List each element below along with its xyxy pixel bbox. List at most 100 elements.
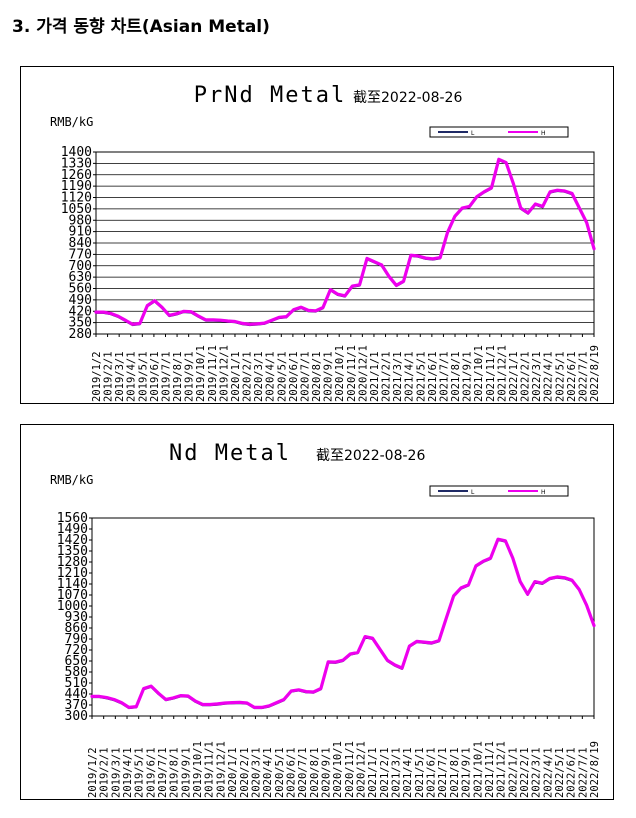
series-line-h [94,157,596,326]
y-tick-label: 790 [65,632,88,647]
x-tick-label: 2020/7/1 [299,351,311,402]
x-tick-label: 2022/1/1 [508,351,520,402]
x-tick-label: 2021/12/1 [496,741,508,798]
y-tick-label: 910 [69,225,92,240]
chart-frame [20,66,614,404]
y-tick-label: 1190 [61,179,92,194]
x-tick-label: 2019/4/1 [126,351,138,402]
x-tick-label: 2020/10/1 [334,345,346,402]
y-tick-label: 1560 [57,511,88,526]
x-tick-label: 2020/8/1 [309,747,321,798]
x-tick-label: 2022/2/1 [519,747,531,798]
x-tick-label: 2021/8/1 [449,747,461,798]
x-tick-label: 2021/2/1 [381,351,393,402]
x-tick-label: 2019/12/1 [215,741,227,798]
x-tick-label: 2022/7/1 [577,351,589,402]
legend-box [429,126,569,138]
chart-title: Nd Metal [169,441,291,466]
x-tick-label: 2020/10/1 [332,741,344,798]
x-tick-label: 2020/4/1 [262,747,274,798]
x-tick-label: 2020/7/1 [297,747,309,798]
x-tick-label: 2022/7/1 [577,747,589,798]
y-tick-label: 840 [69,236,92,251]
x-tick-label: 2021/4/1 [402,747,414,798]
x-tick-label: 2021/10/1 [472,741,484,798]
y-tick-label: 630 [69,270,92,285]
y-tick-label: 440 [65,687,88,702]
x-tick-label: 2022/4/1 [542,747,554,798]
x-tick-label: 2022/1/1 [507,747,519,798]
x-tick-label: 2021/7/1 [438,351,450,402]
y-tick-label: 350 [69,316,92,331]
y-tick-label: 490 [69,293,92,308]
y-tick-label: 1400 [61,145,92,160]
x-tick-label: 2021/10/1 [473,345,485,402]
x-tick-label: 2021/12/1 [496,345,508,402]
x-tick-label: 2022/2/1 [520,351,532,402]
x-tick-label: 2022/6/1 [566,747,578,798]
y-tick-label: 1350 [57,544,88,559]
x-tick-label: 2020/5/1 [276,351,288,402]
x-tick-label: 2020/6/1 [285,747,297,798]
x-tick-label: 2019/9/1 [184,351,196,402]
x-tick-label: 2021/9/1 [462,351,474,402]
y-tick-label: 1420 [57,533,88,548]
x-tick-label: 2020/11/1 [344,741,356,798]
x-tick-label: 2019/10/1 [192,741,204,798]
x-tick-label: 2019/6/1 [149,351,161,402]
x-tick-label: 2021/1/1 [367,747,379,798]
series-line-h [90,537,596,709]
x-tick-label: 2021/4/1 [404,351,416,402]
x-tick-label: 2019/3/1 [114,351,126,402]
x-tick-label: 2022/3/1 [531,351,543,402]
x-tick-label: 2019/12/1 [218,345,230,402]
x-tick-label: 2019/1/2 [87,747,99,798]
x-tick-label: 2022/8/19 [589,741,601,798]
x-tick-label: 2020/9/1 [320,747,332,798]
x-tick-label: 2022/4/1 [543,351,555,402]
y-tick-label: 580 [65,665,88,680]
x-tick-label: 2021/11/1 [485,345,497,402]
nd-chart-panel: Nd Metal 截至2022-08-26 RMB/kG L H 300 370 440 510… [20,424,614,800]
chart-title: PrNd Metal [194,83,346,108]
x-tick-label: 2019/11/1 [207,345,219,402]
x-tick-label: 2021/9/1 [461,747,473,798]
x-tick-label: 2019/2/1 [99,747,111,798]
x-tick-label: 2020/6/1 [288,351,300,402]
legend-label-l: L [471,130,475,137]
x-tick-label: 2020/12/1 [356,741,368,798]
x-tick-label: 2021/6/1 [426,747,438,798]
chart-subtitle: 截至2022-08-26 [353,90,462,106]
y-tick-label: 1000 [57,599,88,614]
x-tick-label: 2021/1/1 [369,351,381,402]
x-tick-label: 2020/1/1 [227,747,239,798]
y-tick-label: 1260 [61,168,92,183]
y-tick-label: 980 [69,213,92,228]
x-tick-label: 2020/2/1 [242,351,254,402]
x-tick-label: 2019/2/1 [103,351,115,402]
x-tick-label: 2019/10/1 [195,345,207,402]
y-tick-label: 1140 [57,577,88,592]
chart-frame [20,424,614,800]
x-tick-label: 2021/7/1 [437,747,449,798]
x-tick-label: 2020/5/1 [274,747,286,798]
chart-subtitle: 截至2022-08-26 [316,448,425,464]
y-tick-label: 720 [65,643,88,658]
y-tick-label: 930 [65,610,88,625]
legend-label-h: H [541,130,546,137]
x-tick-label: 2019/5/1 [137,351,149,402]
x-tick-label: 2021/5/1 [415,351,427,402]
y-tick-label: 280 [69,327,92,342]
x-tick-label: 2019/5/1 [134,747,146,798]
x-tick-label: 2019/9/1 [180,747,192,798]
y-tick-label: 650 [65,654,88,669]
x-tick-label: 2022/8/19 [589,345,601,402]
y-tick-label: 370 [65,698,88,713]
legend-label-l: L [471,489,475,496]
x-tick-label: 2019/8/1 [169,747,181,798]
x-tick-label: 2020/8/1 [311,351,323,402]
x-tick-label: 2020/9/1 [323,351,335,402]
